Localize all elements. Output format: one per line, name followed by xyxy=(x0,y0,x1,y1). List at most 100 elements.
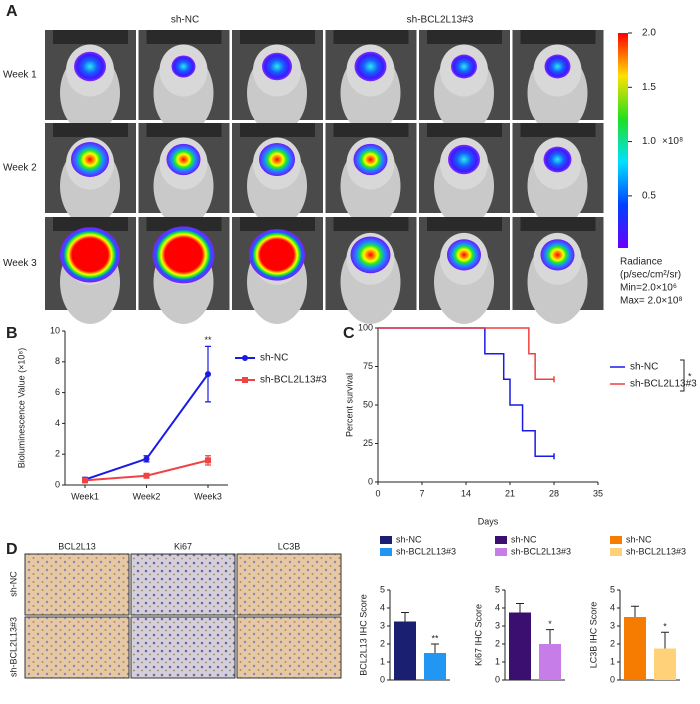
group-label: sh-NC xyxy=(171,15,199,26)
legend-label: sh-NC xyxy=(396,534,422,544)
panel-label: C xyxy=(343,325,355,342)
legend-marker xyxy=(242,377,248,383)
significance-bracket xyxy=(680,359,685,392)
colorbar-tick-label: 0.5 xyxy=(642,191,656,202)
annotation: ** xyxy=(431,633,439,643)
cage-bars xyxy=(333,30,409,44)
y-tick-label: 2 xyxy=(55,449,60,459)
y-tick-label: 0 xyxy=(380,674,385,684)
y-tick-label: 1 xyxy=(495,656,500,666)
error-bar xyxy=(401,612,409,622)
legend-label: sh-BCL2L13#3 xyxy=(396,546,456,556)
panel-label: D xyxy=(6,541,18,558)
survival-line xyxy=(378,327,554,381)
point xyxy=(82,477,88,484)
signal-blob xyxy=(543,146,572,173)
y-tick-label: 3 xyxy=(380,620,385,630)
bar xyxy=(654,648,676,680)
colorbar-tick-label: 1.0 xyxy=(642,136,656,147)
column-label: Ki67 xyxy=(174,541,192,551)
cage-bars xyxy=(146,217,222,231)
x-tick-label: 28 xyxy=(549,488,559,498)
panel-label: B xyxy=(6,325,18,342)
signal-blob xyxy=(74,51,106,82)
signal-blob xyxy=(540,239,575,271)
y-axis-label: Ki67 IHC Score xyxy=(473,604,483,666)
cage-bars xyxy=(520,30,596,44)
legend-swatch xyxy=(495,548,507,556)
colorbar-tick-label: 1.5 xyxy=(642,82,656,93)
y-tick-label: 5 xyxy=(380,584,385,594)
cage-bars xyxy=(520,217,596,231)
row-label: Week 1 xyxy=(3,70,37,81)
annotation: * xyxy=(548,619,552,629)
cage-bars xyxy=(146,30,222,44)
cage-bars xyxy=(240,217,315,231)
cage-bars xyxy=(333,123,409,137)
legend-label: sh-BCL2L13#3 xyxy=(511,546,571,556)
colorbar xyxy=(618,33,628,248)
cage-bars xyxy=(427,30,502,44)
group-label: sh-BCL2L13#3 xyxy=(407,15,474,26)
legend-swatch xyxy=(610,548,622,556)
y-tick-label: 4 xyxy=(380,602,385,612)
y-tick-label: 1 xyxy=(610,656,615,666)
error-bar xyxy=(516,603,524,613)
cage-bars xyxy=(240,30,315,44)
legend-label: sh-NC xyxy=(511,534,537,544)
legend-label: sh-BCL2L13#3 xyxy=(260,375,327,386)
legend-swatch xyxy=(495,536,507,544)
signal-blob xyxy=(152,226,215,284)
y-tick-label: 4 xyxy=(55,418,60,428)
y-tick-label: 0 xyxy=(368,476,373,486)
point xyxy=(143,455,150,462)
cage-bars xyxy=(427,123,502,137)
y-axis-label: LC3B IHC Score xyxy=(588,602,598,669)
cage-bars xyxy=(427,217,502,231)
y-axis-label: Percent survival xyxy=(344,373,354,437)
column-label: BCL2L13 xyxy=(58,541,96,551)
signal-blob xyxy=(171,55,196,78)
signal-blob xyxy=(249,229,305,281)
colorbar-note: Radiance xyxy=(620,257,663,268)
y-tick-label: 5 xyxy=(495,584,500,594)
y-tick-label: 0 xyxy=(495,674,500,684)
signal-blob xyxy=(166,143,201,176)
bar xyxy=(539,644,561,680)
bar xyxy=(509,612,531,680)
y-tick-label: 50 xyxy=(363,399,373,409)
error-bar xyxy=(631,605,639,617)
y-axis-label: Bioluminescence Value (×10⁸) xyxy=(16,348,26,468)
signal-blob xyxy=(447,239,481,271)
legend-label: sh-BCL2L13#3 xyxy=(626,546,686,556)
signal-blob xyxy=(350,236,391,274)
colorbar-unit: ×10⁸ xyxy=(662,136,683,147)
signal-blob xyxy=(544,54,571,79)
y-tick-label: 5 xyxy=(610,584,615,594)
x-tick-label: 35 xyxy=(593,488,603,498)
ihc-image xyxy=(24,616,130,679)
panel-label: A xyxy=(6,3,18,20)
point xyxy=(143,472,150,479)
cage-bars xyxy=(53,217,128,231)
row-label: Week 3 xyxy=(3,258,37,269)
y-tick-label: 0 xyxy=(610,674,615,684)
x-tick-label: 0 xyxy=(375,488,380,498)
ihc-image xyxy=(130,553,236,616)
series-line xyxy=(84,373,209,481)
cage-bars xyxy=(520,123,596,137)
legend-label: sh-BCL2L13#3 xyxy=(630,379,697,390)
legend-label: sh-NC xyxy=(260,353,288,364)
colorbar-note: Min=2.0×10⁶ xyxy=(620,283,677,294)
signal-blob xyxy=(353,143,388,176)
colorbar-note: (p/sec/cm²/sr) xyxy=(620,270,681,281)
signal-blob xyxy=(71,142,109,177)
x-tick-label: Week2 xyxy=(133,491,161,501)
signal-blob xyxy=(60,227,120,283)
y-tick-label: 2 xyxy=(495,638,500,648)
ihc-image xyxy=(236,616,342,679)
ihc-image xyxy=(24,553,130,616)
cage-bars xyxy=(333,217,409,231)
y-tick-label: 100 xyxy=(358,322,373,332)
